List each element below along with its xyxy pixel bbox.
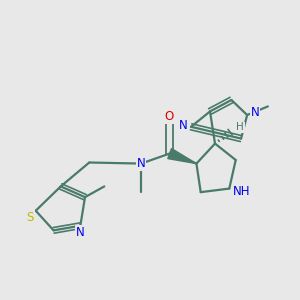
Text: NH: NH bbox=[233, 185, 250, 198]
Text: N: N bbox=[250, 106, 260, 118]
Text: S: S bbox=[27, 211, 34, 224]
Text: H: H bbox=[236, 122, 244, 133]
Polygon shape bbox=[168, 148, 196, 164]
Text: O: O bbox=[164, 110, 174, 123]
Text: N: N bbox=[179, 118, 188, 131]
Text: N: N bbox=[76, 226, 85, 238]
Text: N: N bbox=[137, 157, 146, 170]
